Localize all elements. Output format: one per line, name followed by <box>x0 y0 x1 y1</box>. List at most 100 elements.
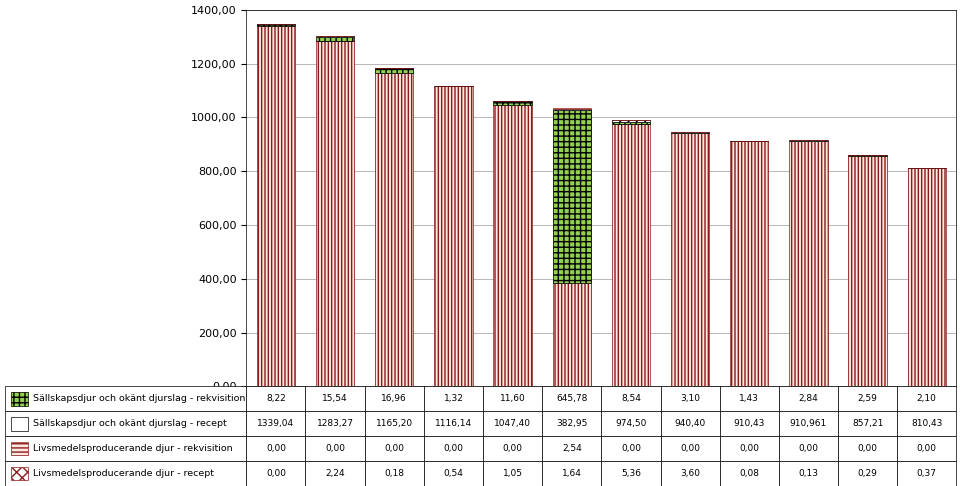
FancyBboxPatch shape <box>542 436 601 461</box>
Text: 8,54: 8,54 <box>621 394 640 403</box>
Text: 857,21: 857,21 <box>852 419 883 428</box>
Bar <box>670 132 709 133</box>
FancyBboxPatch shape <box>720 411 779 436</box>
Text: 1339,04: 1339,04 <box>257 419 295 428</box>
FancyBboxPatch shape <box>661 461 720 486</box>
FancyBboxPatch shape <box>897 436 956 461</box>
FancyBboxPatch shape <box>424 386 483 411</box>
Text: 1,43: 1,43 <box>739 394 759 403</box>
Bar <box>553 108 591 109</box>
Bar <box>257 26 296 386</box>
FancyBboxPatch shape <box>365 436 424 461</box>
FancyBboxPatch shape <box>601 411 661 436</box>
FancyBboxPatch shape <box>720 386 779 411</box>
Bar <box>670 133 709 386</box>
Text: 1,05: 1,05 <box>502 469 523 478</box>
Text: 974,50: 974,50 <box>615 419 646 428</box>
FancyBboxPatch shape <box>483 436 542 461</box>
Text: 0,00: 0,00 <box>443 444 464 453</box>
Text: 0,00: 0,00 <box>739 444 759 453</box>
Bar <box>434 86 472 386</box>
FancyBboxPatch shape <box>5 436 246 461</box>
Text: 15,54: 15,54 <box>323 394 348 403</box>
Bar <box>611 121 650 122</box>
Bar <box>11 467 28 480</box>
Bar <box>11 417 28 431</box>
FancyBboxPatch shape <box>365 386 424 411</box>
Text: 2,59: 2,59 <box>858 394 877 403</box>
FancyBboxPatch shape <box>897 411 956 436</box>
Bar <box>316 41 355 386</box>
Text: 940,40: 940,40 <box>674 419 706 428</box>
Text: 1047,40: 1047,40 <box>494 419 531 428</box>
FancyBboxPatch shape <box>542 386 601 411</box>
Bar <box>789 141 828 386</box>
FancyBboxPatch shape <box>779 386 838 411</box>
Bar <box>316 36 355 37</box>
FancyBboxPatch shape <box>897 386 956 411</box>
Text: 0,54: 0,54 <box>443 469 464 478</box>
Text: 0,00: 0,00 <box>680 444 700 453</box>
Text: Sällskapsdjur och okänt djurslag - rekvisition: Sällskapsdjur och okänt djurslag - rekvi… <box>33 394 245 403</box>
Text: 0,00: 0,00 <box>384 444 404 453</box>
Bar <box>789 140 828 141</box>
Bar <box>257 24 296 26</box>
Text: 0,00: 0,00 <box>266 469 286 478</box>
Text: 0,29: 0,29 <box>858 469 877 478</box>
Text: Livsmedelsproducerande djur - recept: Livsmedelsproducerande djur - recept <box>33 469 213 478</box>
Text: 5,36: 5,36 <box>621 469 640 478</box>
FancyBboxPatch shape <box>246 461 305 486</box>
Text: 910,43: 910,43 <box>733 419 765 428</box>
Text: 910,961: 910,961 <box>790 419 827 428</box>
FancyBboxPatch shape <box>246 436 305 461</box>
Text: 2,54: 2,54 <box>562 444 582 453</box>
Bar <box>375 73 413 386</box>
Text: 382,95: 382,95 <box>556 419 587 428</box>
FancyBboxPatch shape <box>365 461 424 486</box>
Bar <box>494 104 532 386</box>
FancyBboxPatch shape <box>838 436 897 461</box>
Text: 0,00: 0,00 <box>621 444 640 453</box>
FancyBboxPatch shape <box>305 411 365 436</box>
Bar <box>316 37 355 41</box>
FancyBboxPatch shape <box>661 386 720 411</box>
FancyBboxPatch shape <box>779 436 838 461</box>
Text: 0,00: 0,00 <box>917 444 937 453</box>
Bar <box>11 442 28 455</box>
Text: 0,00: 0,00 <box>858 444 877 453</box>
Bar <box>494 102 532 104</box>
FancyBboxPatch shape <box>305 461 365 486</box>
Bar <box>11 392 28 406</box>
Text: 0,00: 0,00 <box>502 444 523 453</box>
FancyBboxPatch shape <box>838 386 897 411</box>
FancyBboxPatch shape <box>5 461 246 486</box>
Text: 8,22: 8,22 <box>266 394 286 403</box>
FancyBboxPatch shape <box>838 411 897 436</box>
FancyBboxPatch shape <box>601 436 661 461</box>
FancyBboxPatch shape <box>483 386 542 411</box>
Text: 0,18: 0,18 <box>384 469 404 478</box>
Bar <box>611 122 650 124</box>
Bar <box>907 168 946 386</box>
FancyBboxPatch shape <box>601 461 661 486</box>
FancyBboxPatch shape <box>246 386 305 411</box>
Text: 0,00: 0,00 <box>326 444 345 453</box>
FancyBboxPatch shape <box>424 461 483 486</box>
Text: 0,08: 0,08 <box>739 469 759 478</box>
FancyBboxPatch shape <box>601 386 661 411</box>
FancyBboxPatch shape <box>661 411 720 436</box>
Text: 0,00: 0,00 <box>799 444 818 453</box>
Text: 11,60: 11,60 <box>499 394 526 403</box>
FancyBboxPatch shape <box>5 411 246 436</box>
FancyBboxPatch shape <box>5 386 246 411</box>
Text: 0,37: 0,37 <box>917 469 937 478</box>
Text: 0,00: 0,00 <box>266 444 286 453</box>
FancyBboxPatch shape <box>542 411 601 436</box>
Text: 1,32: 1,32 <box>443 394 464 403</box>
Bar <box>848 156 887 386</box>
FancyBboxPatch shape <box>246 411 305 436</box>
FancyBboxPatch shape <box>305 436 365 461</box>
Text: 0,13: 0,13 <box>799 469 818 478</box>
FancyBboxPatch shape <box>424 411 483 436</box>
FancyBboxPatch shape <box>424 436 483 461</box>
